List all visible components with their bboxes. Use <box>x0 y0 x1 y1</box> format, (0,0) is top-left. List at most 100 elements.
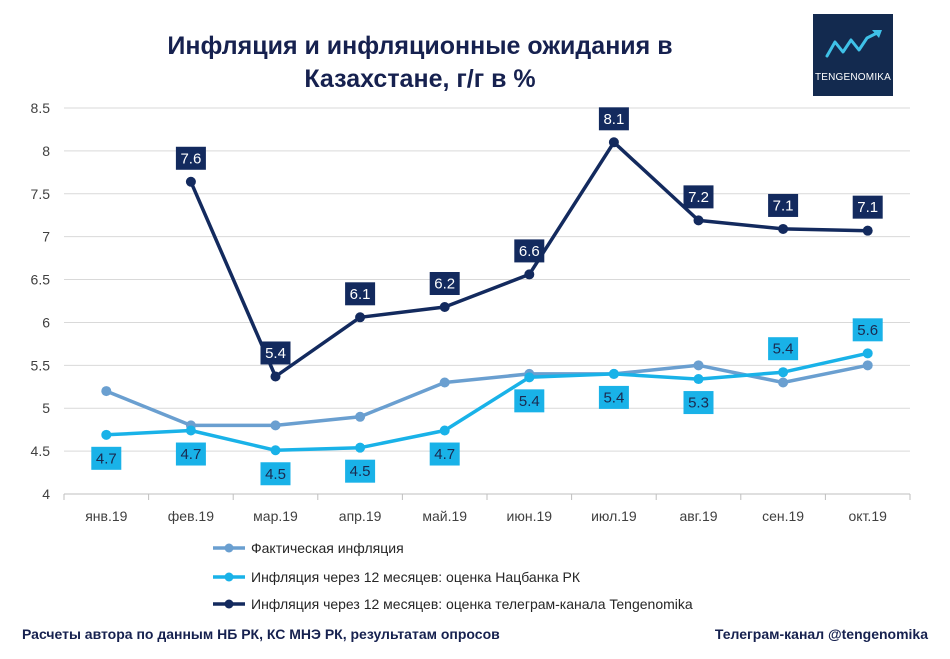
data-label-box <box>429 442 460 466</box>
data-label-text: 7.6 <box>180 150 201 167</box>
data-point-0 <box>355 411 366 422</box>
data-label-text: 4.7 <box>96 450 117 467</box>
data-label-2: 8.1 <box>598 107 629 131</box>
data-label-text: 6.2 <box>434 276 455 293</box>
legend-label: Инфляция через 12 месяцев: оценка телегр… <box>251 596 693 612</box>
y-tick-label: 6 <box>42 314 50 330</box>
data-label-box <box>598 107 629 131</box>
data-label-text: 7.1 <box>773 197 794 214</box>
data-point-2 <box>185 176 196 187</box>
data-label-box <box>345 459 376 483</box>
data-label-text: 4.7 <box>434 446 455 463</box>
x-tick-label: май.19 <box>422 508 467 524</box>
x-tick-label: фев.19 <box>168 508 214 524</box>
data-label-text: 5.4 <box>773 341 794 358</box>
data-label-2: 6.1 <box>345 282 376 306</box>
data-label-box <box>175 146 206 170</box>
data-point-0 <box>270 420 281 431</box>
legend-swatch-marker <box>224 543 234 553</box>
data-label-1: 5.3 <box>683 391 714 415</box>
data-label-box <box>852 195 883 219</box>
chart-title-line1: Инфляция и инфляционные ожидания в <box>167 32 673 60</box>
data-label-text: 4.5 <box>265 466 286 483</box>
data-label-1: 5.4 <box>768 337 799 361</box>
data-label-box <box>683 391 714 415</box>
y-tick-label: 7.5 <box>31 186 51 202</box>
data-point-0 <box>693 360 704 371</box>
data-label-box <box>91 446 122 470</box>
data-label-box <box>514 389 545 413</box>
chart-title-line2: Казахстане, г/г в % <box>304 65 536 93</box>
data-label-1: 4.7 <box>91 446 122 470</box>
data-label-text: 5.4 <box>519 393 540 410</box>
data-point-2 <box>524 269 535 280</box>
data-label-box <box>768 337 799 361</box>
data-point-2 <box>270 371 281 382</box>
data-point-1 <box>185 425 196 436</box>
data-point-2 <box>693 215 704 226</box>
x-tick-label: окт.19 <box>849 508 888 524</box>
data-label-box <box>683 185 714 209</box>
source-note: Расчеты автора по данным НБ РК, КС МНЭ Р… <box>22 626 500 642</box>
data-point-1 <box>439 425 450 436</box>
series-line-1 <box>104 351 870 453</box>
data-label-2: 7.1 <box>852 195 883 219</box>
data-point-1 <box>355 442 366 453</box>
data-label-2: 7.2 <box>683 185 714 209</box>
data-label-box <box>429 272 460 296</box>
data-point-2 <box>355 312 366 323</box>
data-point-1 <box>693 374 704 385</box>
y-tick-label: 4 <box>42 486 50 502</box>
logo-text: TENGENOMIKA <box>814 72 892 83</box>
data-label-text: 4.5 <box>350 463 371 480</box>
x-tick-label: янв.19 <box>85 508 127 524</box>
data-point-0 <box>862 360 873 371</box>
y-tick-label: 6.5 <box>31 272 51 288</box>
data-point-1 <box>270 445 281 456</box>
data-label-text: 5.3 <box>688 395 709 412</box>
x-tick-label: сен.19 <box>762 508 804 524</box>
data-label-box <box>345 282 376 306</box>
data-label-text: 4.7 <box>180 446 201 463</box>
data-point-1 <box>862 348 873 359</box>
data-label-2: 5.4 <box>260 341 291 365</box>
data-label-text: 7.1 <box>857 199 878 216</box>
y-tick-label: 5 <box>42 400 50 416</box>
data-label-1: 4.5 <box>345 459 376 483</box>
data-label-1: 4.7 <box>429 442 460 466</box>
y-tick-label: 7 <box>42 229 50 245</box>
trend-arrow-icon <box>825 30 882 58</box>
data-label-text: 5.4 <box>603 389 624 406</box>
data-label-text: 6.1 <box>350 286 371 303</box>
data-point-2 <box>862 225 873 236</box>
legend-swatch-marker <box>224 572 234 582</box>
data-label-2: 7.1 <box>768 193 799 217</box>
data-label-1: 5.6 <box>852 318 883 342</box>
chart-title: Инфляция и инфляционные ожидания в Казах… <box>60 30 780 96</box>
x-tick-label: мар.19 <box>253 508 298 524</box>
data-label-box <box>514 239 545 263</box>
data-label-1: 4.7 <box>175 442 206 466</box>
data-label-1: 5.4 <box>598 385 629 409</box>
data-label-box <box>598 385 629 409</box>
data-label-text: 8.1 <box>603 111 624 128</box>
x-tick-label: июл.19 <box>591 508 637 524</box>
data-point-0 <box>439 377 450 388</box>
data-label-text: 7.2 <box>688 189 709 206</box>
data-label-2: 7.6 <box>175 146 206 170</box>
data-label-2: 6.6 <box>514 239 545 263</box>
x-tick-label: июн.19 <box>507 508 553 524</box>
legend-swatch-marker <box>224 599 234 609</box>
data-label-1: 5.4 <box>514 389 545 413</box>
data-point-2 <box>778 223 789 234</box>
data-label-1: 4.5 <box>260 462 291 486</box>
data-point-1 <box>778 367 789 378</box>
data-label-box <box>768 193 799 217</box>
data-point-1 <box>101 429 112 440</box>
y-tick-label: 8.5 <box>31 100 51 116</box>
telegram-channel: Телеграм-канал @tengenomika <box>714 626 928 642</box>
data-label-box <box>260 341 291 365</box>
y-tick-label: 8 <box>42 143 50 159</box>
x-tick-label: апр.19 <box>339 508 382 524</box>
